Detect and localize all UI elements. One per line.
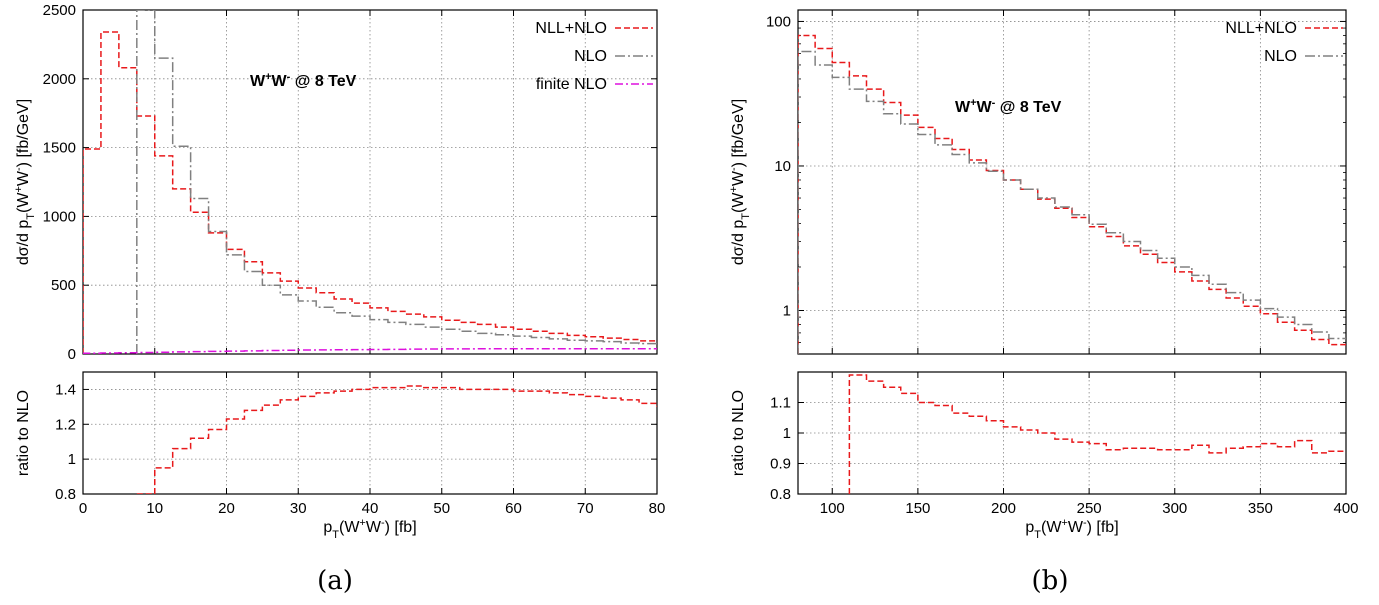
x-tick-label: 0 [79, 500, 87, 517]
x-tick-label: 100 [820, 500, 845, 517]
y-axis-label: ratio to NLO [730, 390, 747, 476]
x-axis-label: pT(W+W-) [fb] [323, 517, 416, 541]
y-tick-label: 0 [68, 346, 76, 363]
y-tick-label: 1000 [43, 208, 76, 225]
series-line-finite [83, 348, 657, 354]
y-tick-label: 10 [774, 158, 791, 175]
series-line-nllnlo [848, 374, 1346, 494]
y-tick-label: 0.9 [770, 456, 791, 473]
y-tick-label: 2500 [43, 2, 76, 19]
panel-a-top-chart: 0 500 1000 1500 2000 2500 dσ/d pT(W+W-) [fb/Ge… [13, 2, 658, 363]
x-tick-label: 70 [577, 500, 594, 517]
grid [83, 10, 657, 354]
x-tick-label: 350 [1248, 500, 1273, 517]
grid [798, 10, 1346, 354]
y-tick-label: 1.4 [55, 381, 76, 398]
x-tick-label: 60 [505, 500, 522, 517]
x-tick-label: 300 [1162, 500, 1187, 517]
y-tick-label: 2000 [43, 71, 76, 88]
caption-b: (b) [1032, 566, 1069, 596]
legend-label-nllnlo: NLL+NLO [1225, 20, 1297, 37]
y-tick-label: 500 [51, 277, 76, 294]
legend: NLL+NLO NLO finite NLO [535, 20, 653, 93]
y-tick-label: 1500 [43, 140, 76, 157]
y-tick-label: 1 [783, 425, 791, 442]
series-line-nllnlo [798, 34, 1346, 354]
y-axis-label: ratio to NLO [15, 390, 32, 476]
x-tick-label: 40 [362, 500, 379, 517]
y-axis-label: dσ/d pT(W+W-) [fb/GeV] [13, 99, 37, 265]
grid [798, 372, 1346, 494]
process-annotation: W+W- @ 8 TeV [955, 97, 1062, 116]
x-tick-label: 150 [905, 500, 930, 517]
x-tick-label: 20 [218, 500, 235, 517]
x-tick-label: 80 [649, 500, 666, 517]
series-line-nllnlo [136, 385, 657, 494]
x-tick-label: 30 [290, 500, 307, 517]
y-tick-label: 1 [68, 451, 76, 468]
legend-label-nllnlo: NLL+NLO [535, 20, 607, 37]
panel-b-top-chart: 1 10 100 dσ/d pT(W+W-) [fb/GeV] W+W- @ 8 TeV… [728, 9, 1347, 355]
y-tick-label: 1 [783, 302, 791, 319]
legend-label-nlo: NLO [1264, 48, 1297, 65]
x-tick-label: 10 [146, 500, 163, 517]
x-tick-label: 400 [1333, 500, 1358, 517]
process-annotation: W+W- @ 8 TeV [250, 71, 357, 90]
y-tick-label: 0.8 [55, 486, 76, 503]
legend-label-nlo: NLO [574, 48, 607, 65]
x-tick-label: 250 [1077, 500, 1102, 517]
legend: NLL+NLO NLO [1225, 20, 1343, 65]
series-line-nlo [136, 10, 657, 354]
y-axis-label: dσ/d pT(W+W-) [fb/GeV] [728, 99, 752, 265]
x-tick-label: 200 [991, 500, 1016, 517]
x-tick-label: 50 [433, 500, 450, 517]
y-tick-label: 1.1 [770, 395, 791, 412]
panel-a-ratio-chart: 0 10 20 30 40 50 60 70 80 0.8 1 1.2 1.4 ratio to NLO p… [15, 371, 666, 541]
y-tick-label: 100 [766, 13, 791, 30]
grid [83, 372, 657, 494]
y-tick-label: 1.2 [55, 416, 76, 433]
caption-a: (a) [317, 566, 353, 596]
plot-frame [797, 371, 1347, 495]
legend-label-finite: finite NLO [536, 76, 607, 93]
series-line-nlo [798, 50, 1346, 354]
panel-b-ratio-chart: 100 150 200 250 300 350 400 0.8 0.9 1 1.1 ratio to … [730, 371, 1359, 541]
x-axis-label: pT(W+W-) [fb] [1025, 517, 1118, 541]
y-tick-label: 0.8 [770, 486, 791, 503]
